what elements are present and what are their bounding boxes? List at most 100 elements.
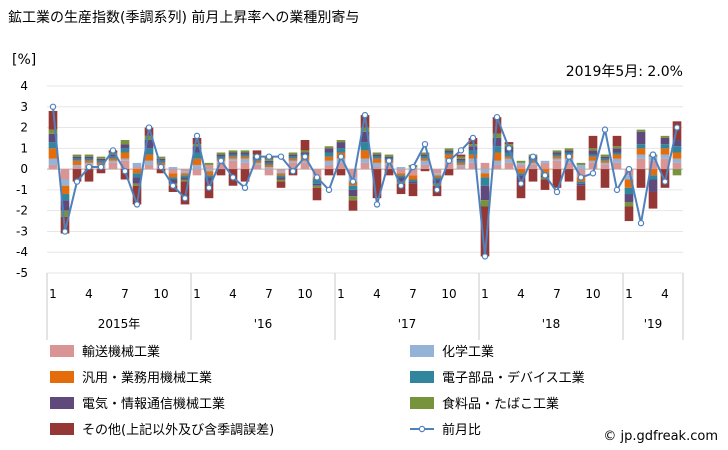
bar-segment	[132, 183, 142, 186]
bar-segment	[84, 154, 94, 157]
bar-segment	[324, 146, 334, 149]
line-point	[373, 201, 381, 208]
bar-segment	[300, 160, 310, 163]
x-tick-label: 4	[517, 287, 525, 301]
bar-segment	[288, 156, 298, 159]
bar-segment	[252, 160, 262, 163]
bar-segment	[564, 162, 574, 170]
bar-segment	[444, 162, 454, 170]
bar-segment	[420, 160, 430, 165]
bar-segment	[540, 162, 550, 170]
bar-segment	[96, 156, 106, 159]
bar-segment	[288, 162, 298, 170]
bar-segment	[576, 183, 586, 186]
x-tick-label: 10	[153, 287, 168, 301]
bar-segment	[300, 162, 310, 170]
bar-segment	[228, 150, 238, 153]
bar-segment	[216, 154, 226, 157]
bar-segment	[468, 150, 478, 155]
bar-segment	[312, 185, 322, 188]
x-tick-label: 1	[337, 287, 345, 301]
bar-segment	[600, 169, 610, 188]
bar-segment	[660, 144, 670, 149]
line-point	[49, 103, 57, 110]
bar-segment	[444, 169, 454, 176]
bar-segment	[324, 164, 334, 170]
bar-segment	[312, 169, 322, 176]
bar-segment	[72, 156, 82, 159]
bar-segment	[600, 162, 610, 165]
bar-segment	[204, 177, 214, 182]
bar-segment	[612, 162, 622, 170]
legend-swatch	[50, 423, 74, 435]
x-tick-label: 10	[585, 287, 600, 301]
bar-segment	[588, 160, 598, 163]
bar-segment	[192, 158, 202, 165]
bar-segment	[72, 167, 82, 170]
bar-segment	[372, 158, 382, 163]
bar-segment	[504, 152, 514, 157]
bar-segment	[204, 162, 214, 165]
bar-segment	[624, 202, 634, 207]
y-tick-label: 1	[20, 141, 28, 155]
line-point	[505, 145, 513, 152]
bar-segment	[396, 177, 406, 182]
bar-segment	[72, 160, 82, 165]
bar-segment	[72, 158, 82, 161]
y-tick-label: 2	[20, 121, 28, 135]
bar-segment	[408, 183, 418, 197]
line-point	[481, 253, 489, 260]
bar-segment	[612, 148, 622, 153]
bar-segment	[552, 152, 562, 155]
line-point	[85, 163, 93, 171]
bar-segment	[48, 129, 58, 134]
bar-segment	[588, 135, 598, 149]
line-point	[433, 186, 441, 194]
bar-segment	[144, 140, 154, 149]
bar-segment	[600, 160, 610, 163]
bar-segment	[336, 169, 346, 176]
x-axis: 1 4 7 10 1 4 7 10 1 4 7 10 1 4 7 10 1 4 2015年 '16 '17 '18 '19	[46, 273, 684, 340]
bar-segment	[72, 169, 82, 182]
bar-segment	[204, 169, 214, 172]
bar-segment	[132, 177, 142, 184]
bar-segment	[444, 148, 454, 151]
legend-label: その他(上記以外及び含季調誤差)	[82, 422, 274, 438]
bar-segment	[60, 185, 70, 195]
bar-segment	[48, 148, 58, 159]
bar-segment	[660, 137, 670, 145]
bar-segment	[540, 169, 550, 174]
bar-segment	[648, 160, 658, 170]
source-credit: © jp.gdfreak.com	[603, 429, 718, 444]
bar-segment	[336, 140, 346, 143]
bar-segment	[72, 164, 82, 168]
bar-segment	[564, 148, 574, 151]
bar-segment	[480, 173, 490, 178]
bar-segment	[264, 160, 274, 163]
bar-segment	[240, 158, 250, 163]
bar-segment	[60, 200, 70, 211]
bar-segment	[96, 169, 106, 174]
bar-segment	[672, 169, 682, 176]
bar-segment	[564, 150, 574, 153]
bar-segment	[108, 154, 118, 157]
legend-label: 化学工業	[442, 344, 494, 360]
annotation: 2019年5月: 2.0%	[566, 64, 683, 80]
bar-segment	[480, 200, 490, 207]
bar-segment	[624, 187, 634, 195]
bar-segment	[432, 179, 442, 184]
x-tick-label: 4	[85, 287, 93, 301]
bar-segment	[264, 169, 274, 176]
bar-segment	[240, 154, 250, 157]
bar-segment	[672, 146, 682, 153]
bar-segment	[180, 175, 190, 178]
bar-segment	[372, 169, 382, 199]
line-point	[73, 178, 81, 185]
bar-segment	[516, 162, 526, 165]
bar-segment	[288, 152, 298, 155]
bar-segment	[612, 146, 622, 149]
bar-segment	[444, 154, 454, 159]
line-point	[121, 167, 129, 175]
bar-segment	[348, 196, 358, 201]
line-point	[409, 163, 417, 171]
